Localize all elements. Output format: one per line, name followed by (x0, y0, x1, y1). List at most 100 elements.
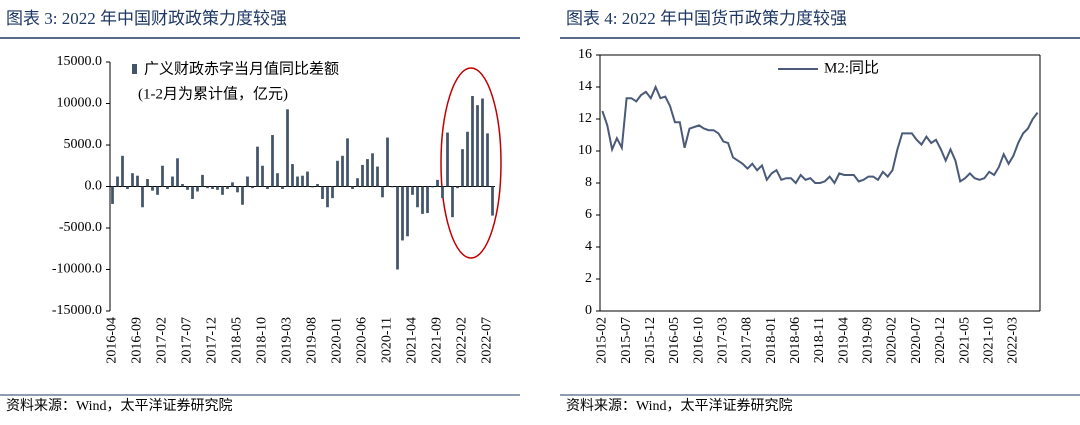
bar (181, 184, 184, 187)
bar (246, 176, 249, 187)
x-tick-label: 2021-10 (981, 317, 996, 364)
bar (226, 186, 229, 189)
bar (426, 186, 429, 214)
bar (196, 186, 199, 192)
y-tick-label: 0 (585, 303, 592, 318)
bar (131, 173, 134, 187)
x-tick-label: 2018-06 (788, 317, 803, 364)
bar (191, 186, 194, 199)
bar (491, 186, 494, 216)
bar (321, 186, 324, 199)
bar (216, 186, 219, 190)
bar (121, 155, 124, 187)
x-tick-label: 2016-09 (130, 317, 145, 364)
bar (206, 186, 209, 189)
legend-label: M2:同比 (824, 59, 879, 76)
x-tick-label: 2019-09 (861, 317, 876, 364)
bar (331, 186, 334, 199)
y-tick-label: 15000.0 (57, 54, 103, 69)
x-tick-label: 2018-10 (255, 317, 270, 364)
bar (471, 96, 474, 187)
y-tick-label: 14 (578, 79, 592, 94)
bar (301, 175, 304, 187)
y-tick-label: 10000.0 (57, 96, 103, 111)
bar (371, 153, 374, 187)
bar (341, 155, 344, 187)
x-tick-label: 2015-02 (595, 317, 610, 364)
bar (221, 186, 224, 195)
x-tick-label: 2021-09 (430, 317, 445, 364)
y-tick-label: 12 (578, 111, 592, 126)
x-tick-label: 2022-02 (455, 317, 470, 364)
bar (176, 158, 179, 187)
bar (316, 184, 319, 187)
bar (391, 186, 394, 188)
y-tick-label: 10 (578, 143, 592, 158)
source: 资料来源：Wind，太平洋证券研究院 (566, 398, 793, 414)
bar (161, 165, 164, 187)
source: 资料来源：Wind，太平洋证券研究院 (6, 398, 233, 414)
x-tick-label: 2020-12 (933, 317, 948, 364)
bar (186, 186, 189, 190)
bar (436, 179, 439, 187)
bar (241, 186, 244, 205)
bar (326, 186, 329, 208)
x-tick-label: 2016-05 (667, 317, 682, 364)
bar (116, 176, 119, 187)
y-tick-label: 0.0 (85, 179, 103, 194)
bar (366, 159, 369, 187)
bar (361, 164, 364, 187)
bar (111, 186, 114, 204)
bar (251, 186, 254, 189)
bar (296, 176, 299, 187)
bar (281, 186, 284, 189)
highlight-ellipse (440, 67, 502, 259)
bar (231, 182, 234, 187)
bar (431, 186, 434, 188)
bar (261, 165, 264, 187)
bar (421, 186, 424, 214)
bar (466, 131, 469, 187)
x-tick-label: 2016-04 (105, 317, 120, 364)
bar (481, 98, 484, 187)
legend-swatch (132, 64, 137, 74)
bar (271, 135, 274, 187)
chart-title: 图表 4: 2022 年中国货币政策力度较强 (566, 9, 847, 28)
bar (171, 176, 174, 187)
bar (401, 186, 404, 241)
bar (146, 179, 149, 187)
x-tick-label: 2019-03 (280, 317, 295, 364)
bar (291, 164, 294, 187)
bar (306, 171, 309, 187)
x-tick-label: 2018-01 (764, 317, 779, 364)
y-tick-label: 4 (585, 239, 592, 254)
bar (461, 149, 464, 187)
bar (166, 186, 169, 189)
bar (376, 166, 379, 187)
bar (126, 186, 129, 189)
y-tick-label: -5000.0 (59, 220, 102, 235)
bar (211, 186, 214, 189)
bar (286, 109, 289, 187)
x-tick-label: 2020-07 (909, 317, 924, 364)
bar (266, 186, 269, 189)
x-tick-label: 2018-11 (812, 317, 827, 363)
y-tick-label: 5000.0 (64, 137, 103, 152)
bar (476, 105, 479, 187)
bar (451, 186, 454, 218)
bar (456, 186, 459, 189)
bar (311, 186, 314, 188)
bar (446, 132, 449, 187)
bar (151, 186, 154, 191)
bar (276, 173, 279, 187)
y-tick-label: -10000.0 (52, 262, 102, 277)
x-tick-label: 2015-12 (643, 317, 658, 364)
bar (336, 160, 339, 187)
x-tick-label: 2018-05 (230, 317, 245, 364)
x-tick-label: 2020-02 (885, 317, 900, 364)
bar (136, 175, 139, 187)
x-tick-label: 2021-04 (405, 317, 420, 364)
line (601, 84, 1039, 185)
y-tick-label: -15000.0 (52, 303, 102, 318)
x-tick-label: 2016-10 (691, 317, 706, 364)
